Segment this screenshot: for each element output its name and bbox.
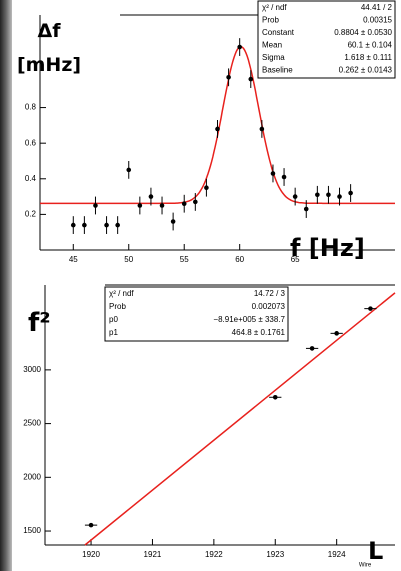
point xyxy=(104,222,109,228)
point xyxy=(170,219,176,224)
stats-value: 0.8804 ± 0.0530 xyxy=(334,28,392,37)
point xyxy=(137,203,143,208)
stats-value: 464.8 ± 0.1761 xyxy=(232,328,286,337)
stats-key: p1 xyxy=(109,328,118,337)
stats-box xyxy=(104,286,289,342)
point xyxy=(226,75,231,80)
point xyxy=(88,522,94,528)
point xyxy=(281,174,287,180)
y-tick-label: 2500 xyxy=(23,419,41,428)
point xyxy=(248,76,254,82)
point xyxy=(159,203,165,208)
y-tick-label: 0.2 xyxy=(25,210,37,219)
y-tick-label: 0.6 xyxy=(25,138,37,147)
x-tick-label: 55 xyxy=(180,255,189,264)
x-tick-label: 65 xyxy=(291,255,300,264)
x-label: L xyxy=(368,537,384,565)
stats-value: 0.00315 xyxy=(363,16,392,25)
point xyxy=(303,206,309,212)
point xyxy=(181,201,187,207)
point xyxy=(126,167,132,173)
stats-key: χ² / ndf xyxy=(262,3,287,12)
stats-key: Constant xyxy=(262,28,295,37)
fit-curve xyxy=(84,292,396,546)
point xyxy=(326,192,331,198)
x-label: f [Hz] xyxy=(290,234,365,262)
y-tick-label: 1500 xyxy=(23,526,41,535)
stats-box xyxy=(257,0,396,79)
photo-edge xyxy=(0,0,12,571)
point xyxy=(272,394,278,400)
stats-key: Baseline xyxy=(262,66,293,75)
x-tick-label: 45 xyxy=(69,255,78,264)
point xyxy=(115,222,120,228)
x-axis-title: Wire xyxy=(359,563,372,569)
y-label: f² xyxy=(28,308,51,338)
stats-value: 44.41 / 2 xyxy=(361,3,393,12)
stats-value: 0.262 ± 0.0143 xyxy=(339,66,393,75)
x-tick-label: 50 xyxy=(124,255,133,264)
point xyxy=(148,194,154,199)
stats-value: 1.618 ± 0.111 xyxy=(344,53,392,62)
point xyxy=(315,192,320,198)
x-tick-label: 1920 xyxy=(82,550,100,559)
stats-key: Prob xyxy=(262,16,279,25)
point xyxy=(368,306,373,311)
point xyxy=(337,194,342,199)
point xyxy=(309,346,315,351)
point xyxy=(204,185,209,190)
y-tick-label: 0.4 xyxy=(25,174,37,183)
point xyxy=(237,44,242,50)
stats-key: χ² / ndf xyxy=(109,289,134,298)
x-tick-label: 60 xyxy=(235,255,244,264)
x-tick-label: 1921 xyxy=(144,550,162,559)
stats-key: p0 xyxy=(109,315,118,324)
y-tick-label: 3000 xyxy=(23,365,41,374)
y-label: Δf [mHz] xyxy=(16,20,82,76)
point xyxy=(292,194,298,199)
point xyxy=(215,126,220,132)
point xyxy=(93,203,98,208)
point xyxy=(259,126,265,132)
stats-value: 60.1 ± 0.104 xyxy=(348,41,393,50)
x-tick-label: 1922 xyxy=(205,550,223,559)
point xyxy=(348,190,353,196)
stats-value: 0.002073 xyxy=(252,302,286,311)
x-tick-label: 1924 xyxy=(328,550,346,559)
stats-key: Prob xyxy=(109,302,126,311)
stats-key: Sigma xyxy=(262,53,285,62)
point xyxy=(193,199,198,205)
point xyxy=(334,331,339,336)
stats-value: −8.91e+005 ± 338.7 xyxy=(213,315,285,324)
stats-value: 14.72 / 3 xyxy=(254,289,286,298)
x-tick-label: 1923 xyxy=(266,550,284,559)
y-tick-label: 0.8 xyxy=(25,103,37,112)
point xyxy=(70,222,76,228)
point xyxy=(82,222,87,228)
point xyxy=(270,171,276,176)
stats-key: Mean xyxy=(262,41,282,50)
y-tick-label: 2000 xyxy=(23,472,41,481)
